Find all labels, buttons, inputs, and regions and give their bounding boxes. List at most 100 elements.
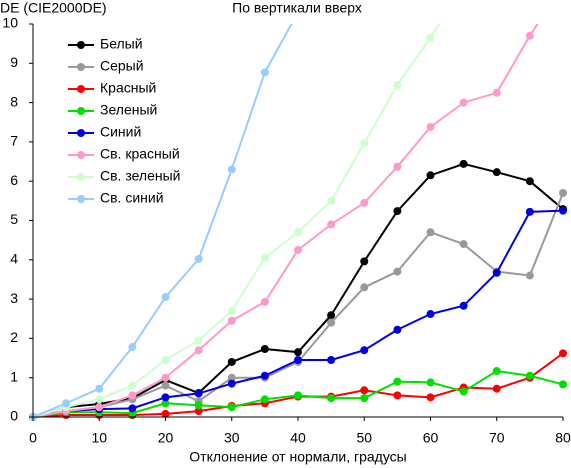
- data-point: [426, 393, 435, 402]
- data-point: [227, 379, 236, 388]
- data-point: [294, 245, 302, 254]
- legend-marker: [77, 129, 85, 137]
- data-point: [492, 268, 501, 277]
- data-point: [559, 206, 567, 215]
- y-tick-label: 8: [10, 93, 18, 109]
- legend-marker: [77, 63, 85, 71]
- data-point: [62, 399, 71, 408]
- data-point: [161, 356, 170, 365]
- data-point: [227, 357, 236, 366]
- data-point: [492, 367, 501, 376]
- data-point: [128, 381, 137, 390]
- data-point: [260, 371, 269, 380]
- legend-marker: [77, 151, 85, 159]
- legend-label: Св. красный: [100, 146, 180, 162]
- data-point: [128, 391, 137, 400]
- data-point: [95, 395, 104, 404]
- legend-marker: [77, 195, 85, 203]
- data-point: [95, 384, 104, 393]
- x-tick-label: 10: [91, 430, 107, 446]
- chart-title: По вертикали вверх: [232, 0, 362, 16]
- data-point: [393, 391, 402, 400]
- data-point: [327, 220, 336, 229]
- data-point: [327, 394, 336, 403]
- legend-label: Зеленый: [100, 102, 157, 118]
- x-tick-label: 80: [555, 430, 571, 446]
- y-tick-label: 10: [2, 15, 18, 31]
- data-point: [426, 171, 435, 180]
- y-tick-label: 2: [10, 329, 18, 345]
- data-point: [227, 403, 236, 412]
- x-tick-label: 60: [423, 430, 439, 446]
- data-point: [459, 240, 468, 249]
- data-point: [227, 165, 236, 174]
- data-point: [128, 404, 137, 413]
- data-point: [161, 293, 170, 302]
- data-point: [426, 33, 435, 42]
- data-point: [161, 399, 170, 408]
- data-point: [194, 407, 203, 416]
- data-point: [459, 159, 468, 168]
- data-point: [294, 228, 302, 237]
- data-point: [459, 98, 468, 107]
- y-tick-label: 6: [10, 172, 18, 188]
- legend-label: Св. зеленый: [100, 168, 180, 184]
- data-point: [260, 345, 269, 354]
- data-point: [161, 393, 170, 402]
- data-point: [393, 162, 402, 171]
- data-point: [492, 168, 501, 177]
- x-axis-label: Отклонение от нормали, градусы: [189, 449, 406, 465]
- data-point: [393, 207, 402, 216]
- legend-label: Синий: [100, 124, 141, 140]
- y-tick-label: 0: [10, 408, 18, 424]
- data-point: [227, 316, 236, 325]
- data-point: [360, 346, 369, 355]
- data-point: [525, 271, 534, 280]
- data-point: [559, 380, 567, 389]
- legend-marker: [77, 107, 85, 115]
- data-point: [194, 389, 203, 398]
- data-point: [360, 394, 369, 403]
- data-point: [294, 391, 302, 400]
- data-point: [525, 371, 534, 380]
- plot-area: [29, 24, 567, 421]
- data-point: [128, 343, 137, 352]
- data-point: [194, 336, 203, 345]
- data-point: [559, 188, 567, 197]
- data-point: [294, 356, 302, 365]
- y-tick-label: 1: [10, 368, 18, 384]
- data-point: [260, 68, 269, 77]
- legend-marker: [77, 85, 85, 93]
- data-point: [95, 403, 104, 412]
- series-line: [32, 192, 564, 418]
- x-tick-label: 40: [290, 430, 306, 446]
- data-point: [161, 373, 170, 382]
- y-tick-label: 9: [10, 54, 18, 70]
- data-point: [525, 31, 534, 40]
- data-point: [426, 378, 435, 387]
- data-point: [327, 318, 336, 327]
- data-point: [393, 377, 402, 386]
- data-point: [360, 283, 369, 292]
- data-point: [161, 381, 170, 390]
- legend-label: Серый: [100, 58, 144, 74]
- x-tick-label: 50: [356, 430, 372, 446]
- data-point: [393, 80, 402, 89]
- data-point: [360, 139, 369, 148]
- y-tick-label: 7: [10, 133, 18, 149]
- data-point: [426, 228, 435, 237]
- data-point: [327, 356, 336, 365]
- data-point: [360, 386, 369, 395]
- x-tick-label: 30: [224, 430, 240, 446]
- data-point: [492, 384, 501, 393]
- y-tick-label: 4: [10, 251, 18, 267]
- y-axis-label: DE (CIE2000DE): [0, 0, 107, 16]
- data-point: [459, 387, 468, 396]
- data-point: [393, 267, 402, 276]
- data-point: [294, 348, 302, 357]
- data-point: [194, 255, 203, 264]
- data-point: [393, 325, 402, 334]
- legend-marker: [77, 173, 85, 181]
- data-point: [327, 311, 336, 320]
- y-tick-label: 5: [10, 211, 18, 227]
